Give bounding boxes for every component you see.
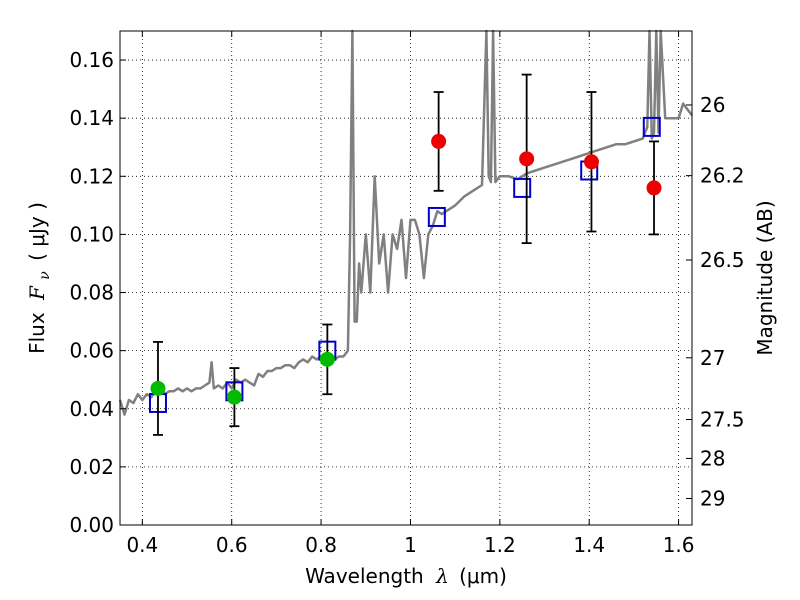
model-square-marker bbox=[513, 177, 532, 198]
x-tick-label: 1 bbox=[404, 533, 417, 557]
y-tick-label: 0.06 bbox=[69, 339, 114, 363]
y-tick-label: 0.16 bbox=[69, 48, 114, 72]
y2-tick-label: 26.5 bbox=[700, 248, 745, 272]
y2-tick-label: 28 bbox=[700, 446, 725, 470]
y-tick-label: 0.10 bbox=[69, 222, 114, 246]
data-point-marker bbox=[226, 389, 242, 405]
data-markers bbox=[148, 73, 662, 436]
model-square-marker bbox=[642, 116, 661, 137]
y2-tick-label: 29 bbox=[700, 486, 725, 510]
y-tick-label: 0.04 bbox=[69, 397, 114, 421]
x-tick-label: 1.2 bbox=[484, 533, 516, 557]
y-axis-label-text: Flux bbox=[25, 312, 49, 354]
x-axis-unit: (μm) bbox=[459, 564, 507, 588]
x-axis-symbol: λ bbox=[435, 564, 449, 588]
x-tick-label: 0.8 bbox=[305, 533, 337, 557]
x-axis-label-text: Wavelength bbox=[305, 564, 424, 588]
x-axis-label: Wavelength λ (μm) bbox=[305, 564, 507, 588]
y-tick-label: 0.14 bbox=[69, 106, 114, 130]
y2-axis-label: Magnitude (AB) bbox=[753, 200, 777, 355]
y-axis-unit: ( μJy ) bbox=[25, 202, 49, 261]
x-tick-label: 1.4 bbox=[573, 533, 605, 557]
y-axis-symbol: F bbox=[25, 285, 49, 301]
y2-tick-label: 26 bbox=[700, 93, 725, 117]
y-tick-label: 0.12 bbox=[69, 164, 114, 188]
data-point-marker bbox=[319, 351, 335, 367]
y2-tick-label: 26.2 bbox=[700, 164, 745, 188]
y2-tick-label: 27 bbox=[700, 346, 725, 370]
y-tick-label: 0.08 bbox=[69, 281, 114, 305]
x-tick-label: 1.6 bbox=[663, 533, 695, 557]
data-point-marker bbox=[646, 180, 662, 196]
data-point-marker bbox=[431, 133, 447, 149]
x-tick-label: 0.6 bbox=[216, 533, 248, 557]
axis-ticks: 0.4 0.6 0.8 1 1.2 1.4 1.6 0.00 0.02 0.04 0.06 0.08 0… bbox=[69, 31, 745, 557]
x-tick-label: 0.4 bbox=[126, 533, 158, 557]
data-point-marker bbox=[583, 154, 599, 170]
model-square-marker bbox=[427, 206, 446, 227]
y2-tick-label: 27.5 bbox=[700, 407, 745, 431]
y-tick-label: 0.02 bbox=[69, 455, 114, 479]
spectrum-line bbox=[118, 29, 693, 416]
y-axis-subscript: ν bbox=[37, 271, 53, 280]
y-tick-label: 0.00 bbox=[69, 513, 114, 537]
data-point-marker bbox=[150, 380, 166, 396]
y-axis-label: Flux F ν ( μJy ) bbox=[25, 202, 54, 354]
data-point-marker bbox=[519, 151, 535, 167]
spectrum bbox=[118, 29, 693, 416]
plot-frame bbox=[119, 30, 693, 526]
